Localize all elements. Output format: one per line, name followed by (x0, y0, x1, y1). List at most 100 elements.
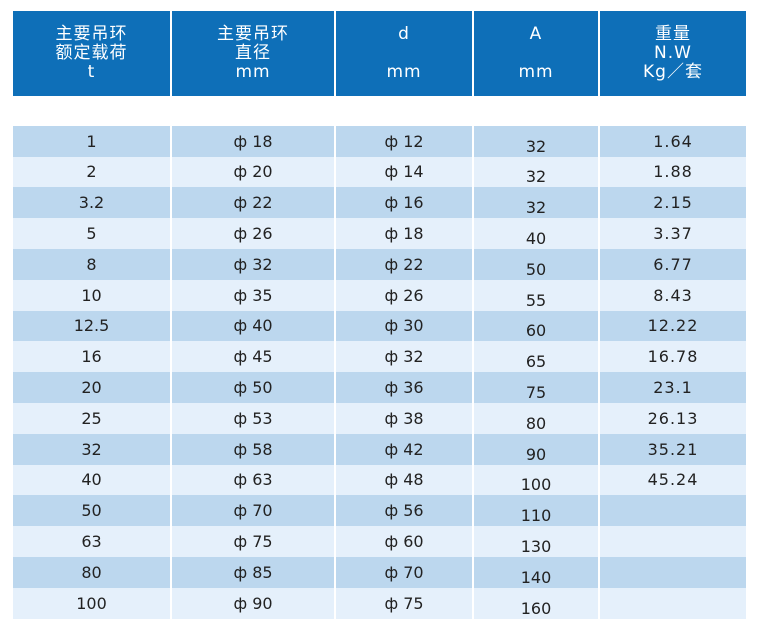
cell-d: ф 70 (336, 556, 472, 588)
cell-a: 32 (474, 125, 598, 157)
cell-d: ф 48 (336, 464, 472, 496)
cell-ring-diameter: ф 63 (172, 464, 334, 496)
header-a: A mm (474, 11, 598, 96)
cell-weight (600, 495, 746, 527)
table-row: 10 ф 35 ф 26 55 8.43 (13, 279, 746, 311)
cell-ring-diameter: ф 50 (172, 372, 334, 403)
cell-rated-load: 16 (13, 341, 170, 373)
header-line: A (529, 24, 543, 44)
cell-rated-load: 25 (13, 402, 170, 434)
cell-a: 140 (474, 556, 598, 588)
header-line: N.W (654, 43, 692, 63)
cell-d: ф 56 (336, 495, 472, 527)
cell-weight (600, 587, 746, 619)
header-line: mm (386, 62, 422, 82)
cell-a: 130 (474, 526, 598, 557)
cell-ring-diameter: ф 18 (172, 125, 334, 157)
cell-a: 90 (474, 433, 598, 465)
header-line: mm (235, 62, 271, 82)
cell-weight (600, 526, 746, 557)
lifting-ring-spec-table: 主要吊环 额定载荷 t 主要吊环 直径 mm d mm A mm 重量 (11, 11, 748, 619)
cell-a: 110 (474, 495, 598, 527)
cell-a: 50 (474, 248, 598, 280)
cell-weight: 3.37 (600, 218, 746, 249)
header-spacer (13, 96, 746, 126)
cell-ring-diameter: ф 40 (172, 310, 334, 342)
cell-rated-load: 50 (13, 495, 170, 527)
cell-a: 160 (474, 587, 598, 619)
cell-ring-diameter: ф 20 (172, 156, 334, 188)
cell-d: ф 42 (336, 433, 472, 465)
cell-a: 75 (474, 372, 598, 403)
header-line: mm (518, 62, 554, 82)
header-line: Kg／套 (643, 62, 703, 82)
header-d: d mm (336, 11, 472, 96)
cell-rated-load: 12.5 (13, 310, 170, 342)
cell-a: 40 (474, 218, 598, 249)
cell-a: 55 (474, 279, 598, 311)
cell-d: ф 30 (336, 310, 472, 342)
cell-d: ф 16 (336, 187, 472, 219)
cell-a: 32 (474, 187, 598, 219)
header-weight: 重量 N.W Kg／套 (600, 11, 746, 96)
cell-weight: 23.1 (600, 372, 746, 403)
cell-a: 32 (474, 156, 598, 188)
cell-rated-load: 3.2 (13, 187, 170, 219)
header-line: 重量 (655, 24, 691, 44)
cell-rated-load: 1 (13, 125, 170, 157)
table-row: 40 ф 63 ф 48 100 45.24 (13, 464, 746, 496)
table-row: 12.5 ф 40 ф 30 60 12.22 (13, 310, 746, 342)
cell-weight (600, 556, 746, 588)
cell-weight: 26.13 (600, 402, 746, 434)
table-row: 20 ф 50 ф 36 75 23.1 (13, 372, 746, 403)
cell-d: ф 75 (336, 587, 472, 619)
cell-d: ф 32 (336, 341, 472, 373)
spacer-cell (13, 96, 746, 126)
cell-d: ф 14 (336, 156, 472, 188)
cell-rated-load: 20 (13, 372, 170, 403)
cell-ring-diameter: ф 22 (172, 187, 334, 219)
cell-rated-load: 5 (13, 218, 170, 249)
cell-ring-diameter: ф 32 (172, 248, 334, 280)
cell-a: 65 (474, 341, 598, 373)
cell-weight: 1.88 (600, 156, 746, 188)
cell-weight: 2.15 (600, 187, 746, 219)
cell-d: ф 38 (336, 402, 472, 434)
cell-weight: 8.43 (600, 279, 746, 311)
cell-a: 80 (474, 402, 598, 434)
table-row: 100 ф 90 ф 75 160 (13, 587, 746, 619)
header-row: 主要吊环 额定载荷 t 主要吊环 直径 mm d mm A mm 重量 (13, 11, 746, 96)
table-row: 32 ф 58 ф 42 90 35.21 (13, 433, 746, 465)
header-line: 主要吊环 (55, 24, 128, 44)
cell-ring-diameter: ф 75 (172, 526, 334, 557)
header-line (336, 44, 472, 63)
cell-rated-load: 63 (13, 526, 170, 557)
table-row: 80 ф 85 ф 70 140 (13, 556, 746, 588)
table-row: 50 ф 70 ф 56 110 (13, 495, 746, 527)
cell-ring-diameter: ф 70 (172, 495, 334, 527)
table-row: 16 ф 45 ф 32 65 16.78 (13, 341, 746, 373)
cell-a: 60 (474, 310, 598, 342)
cell-rated-load: 10 (13, 279, 170, 311)
header-rated-load: 主要吊环 额定载荷 t (13, 11, 170, 96)
cell-weight: 1.64 (600, 125, 746, 157)
cell-ring-diameter: ф 26 (172, 218, 334, 249)
cell-ring-diameter: ф 45 (172, 341, 334, 373)
cell-d: ф 12 (336, 125, 472, 157)
cell-ring-diameter: ф 58 (172, 433, 334, 465)
header-line: 直径 (235, 43, 271, 63)
table-row: 3.2 ф 22 ф 16 32 2.15 (13, 187, 746, 219)
cell-ring-diameter: ф 85 (172, 556, 334, 588)
cell-d: ф 18 (336, 218, 472, 249)
cell-weight: 45.24 (600, 464, 746, 496)
cell-rated-load: 8 (13, 248, 170, 280)
cell-weight: 16.78 (600, 341, 746, 373)
cell-d: ф 26 (336, 279, 472, 311)
header-ring-diameter: 主要吊环 直径 mm (172, 11, 334, 96)
header-line: 额定载荷 (55, 43, 128, 63)
cell-rated-load: 2 (13, 156, 170, 188)
